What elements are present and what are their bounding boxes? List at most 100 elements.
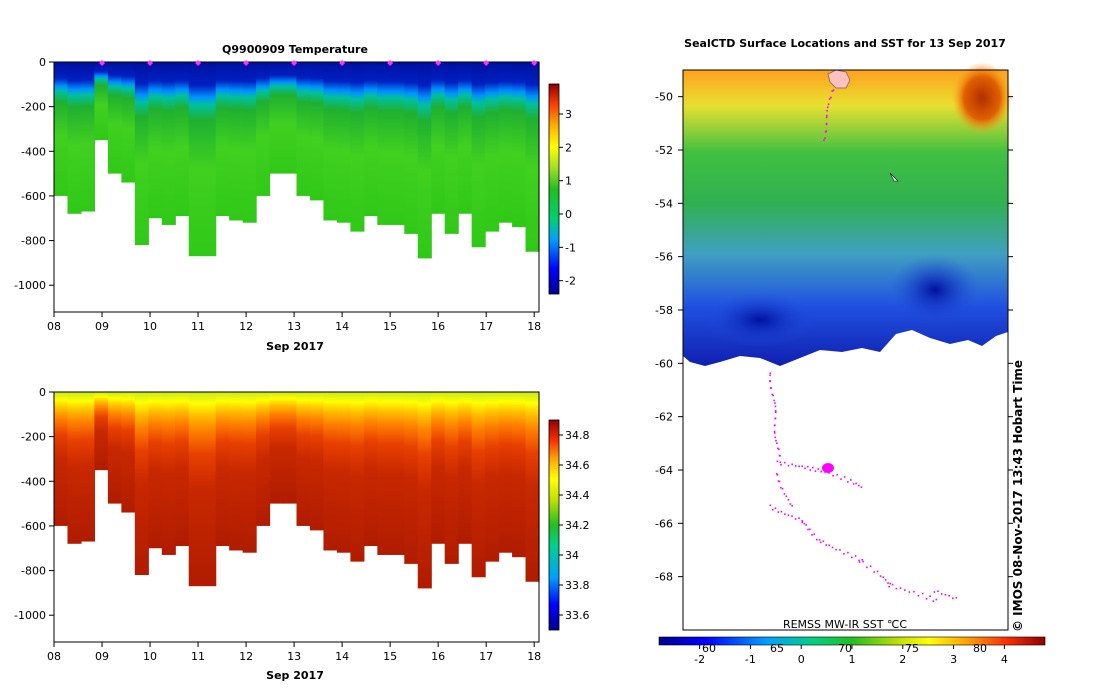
x-tick-label: 12: [239, 650, 253, 663]
colorbar-tick-label: 0: [565, 208, 572, 221]
x-tick-label: 15: [383, 320, 397, 333]
track-point: [780, 486, 782, 489]
profile-column: [309, 62, 325, 201]
colorbar-tick-label: 34: [565, 549, 579, 562]
lon-tick-label: 60: [702, 642, 716, 655]
profile-column: [121, 392, 136, 513]
surface-marker: [243, 60, 250, 66]
track-point: [811, 466, 814, 469]
y-tick-label: -200: [21, 431, 46, 444]
track-point: [904, 589, 906, 591]
track-point: [769, 372, 772, 375]
profile-column: [390, 392, 405, 555]
sst-colorbar-tick-label: 0: [798, 653, 805, 666]
profile-column: [512, 62, 527, 228]
track-point: [828, 472, 830, 474]
colorbar-tick-label: 33.8: [565, 579, 590, 592]
profile-column: [336, 62, 351, 223]
lat-tick-label: -58: [655, 304, 673, 317]
track-point: [895, 587, 898, 590]
temperature-y-axis: 0 -200 -400 -600 -800 -1000: [14, 56, 54, 292]
sst-latitude-axis: -50 -52 -54 -56 -58 -60 -62 -64 -66 -68: [655, 91, 1013, 584]
surface-marker: [195, 60, 202, 66]
track-point: [832, 474, 834, 477]
profile-column: [54, 62, 69, 196]
surface-marker: [147, 60, 154, 66]
temperature-colorbar: [548, 83, 560, 295]
track-point: [820, 470, 822, 473]
profile-column: [363, 62, 378, 217]
track-point: [777, 511, 780, 513]
x-tick-label: 10: [143, 320, 157, 333]
profile-column: [148, 392, 163, 549]
track-point: [836, 473, 838, 476]
track-point: [774, 405, 777, 408]
profile-column: [215, 62, 230, 217]
y-tick-label: 0: [39, 56, 46, 69]
track-point: [774, 411, 777, 414]
profile-column: [485, 392, 500, 562]
track-point: [921, 592, 924, 595]
track-point: [935, 598, 938, 601]
track-point: [899, 587, 902, 589]
lat-tick-label: -64: [655, 464, 673, 477]
profile-column: [67, 62, 82, 214]
track-point: [771, 393, 773, 396]
track-point: [891, 583, 894, 586]
y-tick-label: -600: [21, 190, 46, 203]
profile-column: [323, 62, 338, 221]
track-point: [801, 520, 804, 522]
sst-map-title: SealCTD Surface Locations and SST for 13…: [684, 37, 1006, 50]
profile-column: [525, 62, 540, 252]
track-point: [925, 597, 928, 600]
track-point: [825, 116, 828, 119]
track-point: [879, 575, 882, 577]
track-point: [791, 463, 793, 466]
profile-column: [323, 392, 338, 551]
track-point: [785, 495, 788, 498]
x-tick-label: 15: [383, 650, 397, 663]
profile-column: [296, 62, 311, 196]
profile-column: [296, 392, 311, 526]
temperature-x-axis: 08 09 10 11 12 13 14 15 16 17 18: [47, 312, 541, 333]
track-point: [825, 122, 828, 125]
profile-column: [188, 392, 203, 587]
lat-tick-label: -54: [655, 197, 673, 210]
track-point: [772, 394, 774, 397]
track-point: [828, 98, 831, 100]
track-point: [776, 442, 778, 444]
track-point: [855, 482, 857, 485]
colorbar-tick-label: 3: [565, 108, 572, 121]
track-point: [831, 546, 834, 549]
sst-colorbar-tick-label: -1: [745, 653, 756, 666]
track-point: [815, 538, 818, 541]
profile-column: [175, 392, 190, 547]
track-point: [858, 561, 861, 563]
track-point: [818, 538, 821, 541]
profile-column: [229, 392, 244, 551]
x-tick-label: 14: [335, 650, 349, 663]
track-point: [787, 499, 790, 501]
track-point: [781, 487, 784, 490]
track-point: [852, 483, 855, 485]
x-tick-label: 11: [191, 320, 205, 333]
seal-track: [769, 89, 958, 602]
track-point: [817, 468, 820, 470]
y-tick-label: -1000: [14, 609, 46, 622]
sst-cold-region: [890, 255, 980, 325]
track-point: [773, 430, 776, 433]
lon-tick-label: 65: [770, 642, 784, 655]
x-tick-label: 16: [431, 650, 445, 663]
profile-column: [471, 62, 486, 248]
track-point: [776, 460, 779, 463]
surface-marker: [387, 60, 394, 66]
profile-column: [431, 62, 446, 214]
y-tick-label: -800: [21, 235, 46, 248]
profile-column: [390, 62, 405, 225]
track-point: [888, 585, 890, 588]
salinity-field: [54, 392, 540, 589]
track-point: [771, 508, 774, 511]
track-point: [948, 594, 950, 597]
x-tick-label: 10: [143, 650, 157, 663]
profile-column: [256, 392, 271, 526]
